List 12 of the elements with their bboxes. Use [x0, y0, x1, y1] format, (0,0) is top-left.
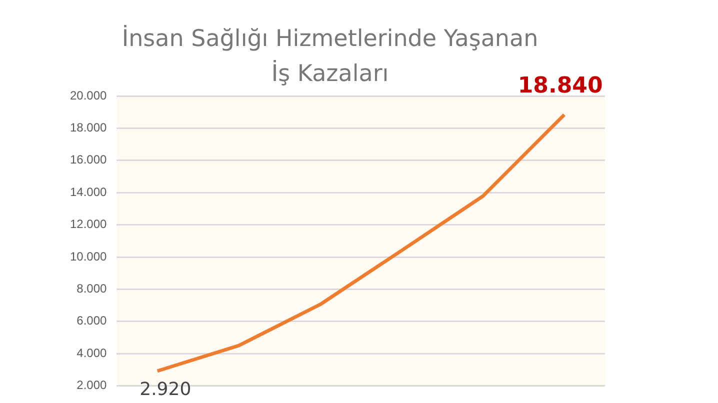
y-tick-label: 2.000	[76, 378, 108, 392]
data-label: 2.920	[140, 378, 192, 400]
data-label: 18.840	[518, 74, 603, 99]
y-tick-label: 14.000	[70, 184, 108, 199]
y-tick-label: 20.000	[70, 88, 108, 102]
y-tick-label: 6.000	[76, 314, 108, 328]
y-tick-label: 10.000	[70, 249, 108, 264]
y-tick-label: 16.000	[70, 152, 108, 167]
y-tick-label: 18.000	[70, 120, 108, 135]
y-tick-label: 8.000	[76, 282, 108, 296]
y-tick-label: 12.000	[70, 217, 108, 232]
y-tick-label: 4.000	[76, 346, 108, 360]
